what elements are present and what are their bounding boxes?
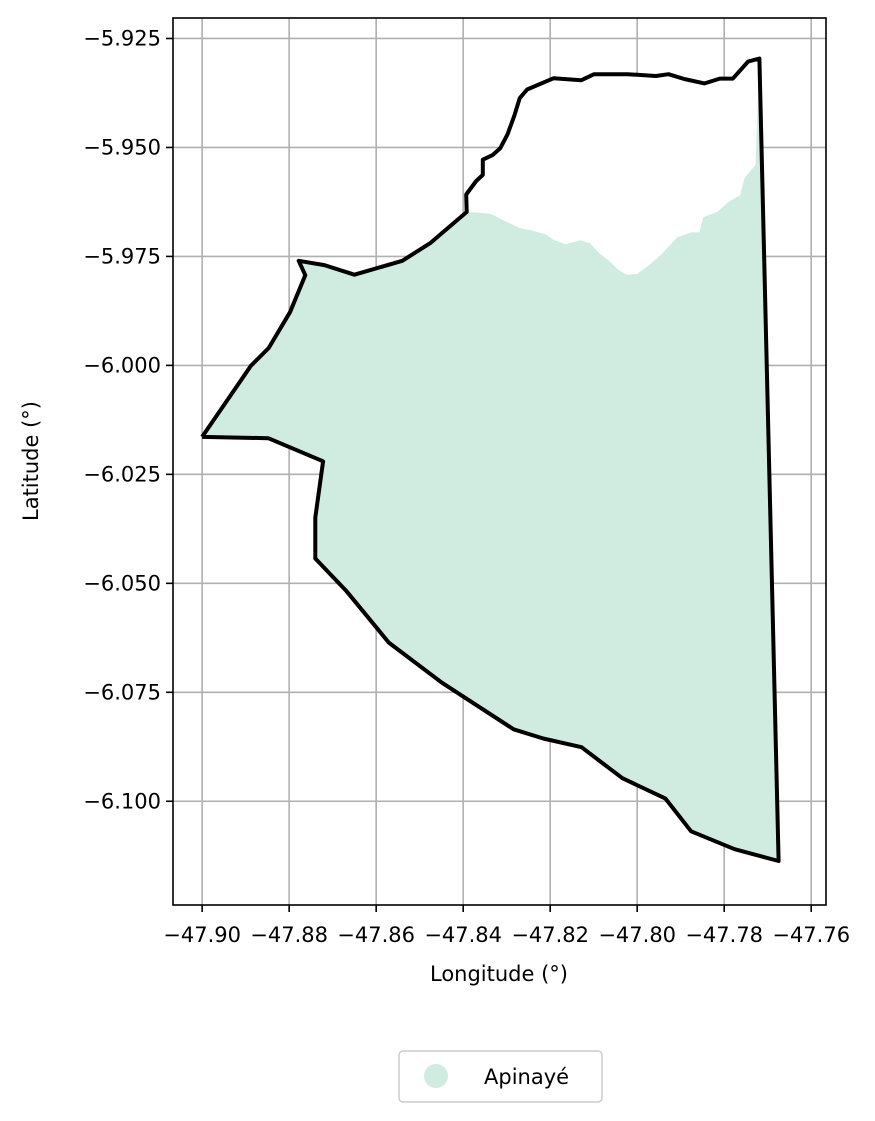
territory-boundary-layer xyxy=(200,56,781,863)
y-tick-label: −5.925 xyxy=(83,26,161,50)
legend: Apinayé xyxy=(398,1050,603,1103)
territory-boundary-apinaye xyxy=(200,56,781,863)
plot-frame xyxy=(172,17,827,906)
x-tick-label: −47.76 xyxy=(772,923,850,947)
legend-label-apinaye: Apinayé xyxy=(484,1065,569,1089)
x-tick-label: −47.80 xyxy=(598,923,676,947)
x-tick-label: −47.90 xyxy=(163,923,241,947)
legend-frame xyxy=(398,1050,603,1103)
y-tick-label: −6.050 xyxy=(83,571,161,595)
y-tick-label: −6.075 xyxy=(83,680,161,704)
y-tick-label: −6.100 xyxy=(83,789,161,813)
x-axis-label: Longitude (°) xyxy=(430,962,568,986)
x-tick-label: −47.82 xyxy=(511,923,589,947)
x-tick-label: −47.84 xyxy=(424,923,502,947)
y-axis-label: Latitude (°) xyxy=(19,401,43,521)
legend-marker-apinaye xyxy=(424,1064,448,1088)
uncovered-area xyxy=(466,58,760,275)
y-tick-label: −6.025 xyxy=(83,462,161,486)
territory-fill-layer xyxy=(202,58,779,861)
x-tick-label: −47.88 xyxy=(250,923,328,947)
y-tick-label: −5.975 xyxy=(83,244,161,268)
y-tick-label: −6.000 xyxy=(83,353,161,377)
x-tick-label: −47.86 xyxy=(337,923,415,947)
x-axis-ticks: −47.90 −47.88 −47.86 −47.84 −47.82 −47.80 −47.… xyxy=(163,905,850,947)
x-tick-label: −47.78 xyxy=(685,923,763,947)
y-axis-ticks: −5.925 −5.950 −5.975 −6.000 −6.025 −6.050 −6.0… xyxy=(83,26,173,813)
y-tick-label: −5.950 xyxy=(83,135,161,159)
